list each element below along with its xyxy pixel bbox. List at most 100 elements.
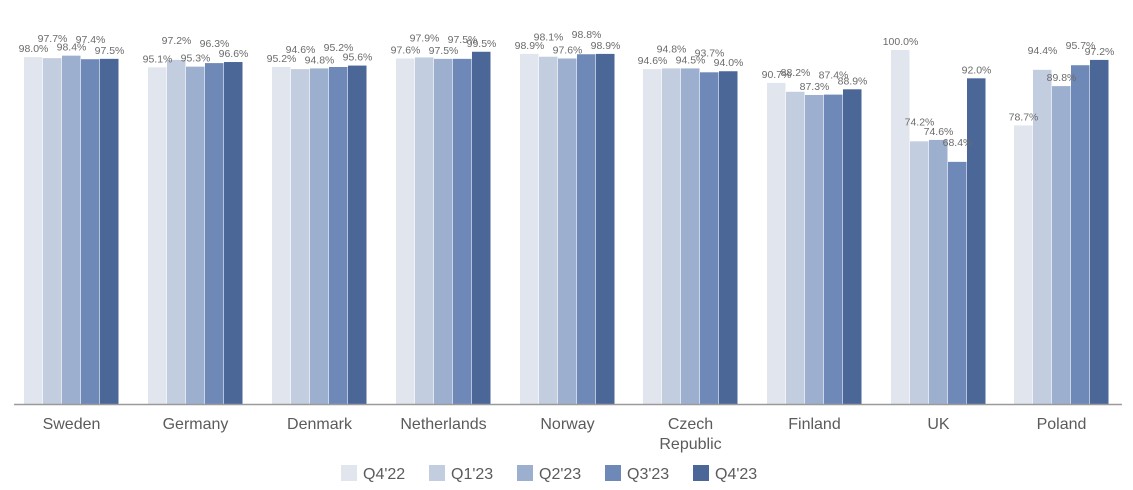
bar bbox=[167, 59, 186, 405]
bar bbox=[824, 94, 843, 404]
data-label: 97.5% bbox=[95, 45, 125, 57]
bar bbox=[1071, 65, 1090, 405]
bar bbox=[43, 58, 62, 404]
data-label: 93.7% bbox=[695, 47, 725, 59]
bar bbox=[24, 57, 43, 405]
bar bbox=[62, 55, 81, 404]
bar bbox=[291, 69, 310, 404]
category-label: Denmark bbox=[287, 416, 353, 433]
data-label: 94.6% bbox=[638, 55, 668, 67]
data-labels-layer: 98.0%97.7%98.4%97.4%97.5%95.1%97.2%95.3%… bbox=[19, 29, 1115, 149]
bar bbox=[415, 57, 434, 405]
data-label: 98.1% bbox=[534, 32, 564, 44]
bar bbox=[1052, 86, 1071, 404]
bar bbox=[148, 67, 167, 404]
data-label: 74.2% bbox=[905, 116, 935, 128]
data-label: 98.9% bbox=[591, 40, 621, 52]
category-label: UK bbox=[927, 416, 950, 433]
data-label: 95.3% bbox=[181, 53, 211, 65]
bar bbox=[186, 66, 205, 404]
data-label: 89.8% bbox=[1047, 72, 1077, 84]
data-label: 100.0% bbox=[883, 36, 919, 48]
bar bbox=[100, 58, 119, 404]
data-label: 95.2% bbox=[267, 53, 297, 65]
data-label: 92.0% bbox=[962, 64, 992, 76]
legend-label: Q3'23 bbox=[627, 466, 669, 483]
bar bbox=[520, 53, 539, 404]
data-label: 94.5% bbox=[676, 54, 706, 66]
data-label: 97.5% bbox=[429, 45, 459, 57]
data-label: 97.9% bbox=[410, 32, 440, 44]
bar bbox=[843, 89, 862, 404]
data-label: 98.9% bbox=[515, 40, 545, 52]
bar bbox=[805, 94, 824, 404]
bar bbox=[272, 66, 291, 404]
data-label: 94.8% bbox=[657, 43, 687, 55]
category-label: Germany bbox=[163, 416, 229, 433]
category-label: Poland bbox=[1037, 416, 1087, 433]
category-label: Sweden bbox=[43, 416, 101, 433]
data-label: 98.0% bbox=[19, 43, 49, 55]
data-label: 94.4% bbox=[1028, 45, 1058, 57]
data-label: 94.0% bbox=[714, 57, 744, 69]
data-label: 95.6% bbox=[343, 52, 373, 64]
data-label: 88.2% bbox=[781, 67, 811, 79]
category-label: Czech bbox=[668, 416, 713, 433]
data-label: 74.6% bbox=[924, 126, 954, 138]
bar bbox=[348, 65, 367, 405]
bar bbox=[577, 54, 596, 405]
data-label: 98.8% bbox=[572, 29, 602, 41]
data-label: 68.4% bbox=[943, 137, 973, 149]
data-label: 96.3% bbox=[200, 38, 230, 50]
bar bbox=[948, 161, 967, 404]
bar bbox=[453, 58, 472, 404]
data-label: 97.6% bbox=[553, 44, 583, 56]
data-label: 97.5% bbox=[448, 34, 478, 46]
legend-label: Q4'22 bbox=[363, 466, 405, 483]
category-label: Finland bbox=[788, 416, 840, 433]
bar bbox=[472, 51, 491, 405]
category-label: Norway bbox=[540, 416, 594, 433]
data-label: 99.5% bbox=[467, 38, 497, 50]
bar bbox=[81, 59, 100, 404]
data-label: 97.2% bbox=[1085, 46, 1115, 58]
bar bbox=[396, 58, 415, 404]
data-label: 95.2% bbox=[324, 42, 354, 54]
legend-label: Q4'23 bbox=[715, 466, 757, 483]
bar bbox=[767, 82, 786, 404]
data-label: 96.6% bbox=[219, 48, 249, 60]
bar bbox=[434, 58, 453, 404]
data-label: 78.7% bbox=[1009, 111, 1039, 123]
bar bbox=[205, 63, 224, 405]
bar bbox=[662, 68, 681, 405]
category-label: Republic bbox=[659, 436, 721, 453]
bar bbox=[681, 68, 700, 405]
data-label: 94.6% bbox=[286, 44, 316, 56]
bar bbox=[310, 68, 329, 405]
bar bbox=[700, 72, 719, 404]
bar bbox=[558, 58, 577, 404]
bar bbox=[643, 69, 662, 404]
bar bbox=[539, 56, 558, 404]
data-label: 97.6% bbox=[391, 44, 421, 56]
data-label: 95.7% bbox=[1066, 40, 1096, 52]
bar bbox=[891, 50, 910, 404]
data-label: 87.4% bbox=[819, 70, 849, 82]
legend-label: Q2'23 bbox=[539, 466, 581, 483]
legend: Q4'22 Q1'23 Q2'23 Q3'23 Q4'23 bbox=[341, 465, 757, 483]
bars-layer bbox=[24, 50, 1109, 405]
data-label: 95.1% bbox=[143, 53, 173, 65]
legend-swatch bbox=[517, 465, 533, 481]
data-label: 98.4% bbox=[57, 42, 87, 54]
bar bbox=[1014, 125, 1033, 404]
bar bbox=[329, 66, 348, 404]
legend-swatch bbox=[341, 465, 357, 481]
data-label: 94.8% bbox=[305, 54, 335, 66]
bar bbox=[910, 141, 929, 404]
data-label: 97.7% bbox=[38, 33, 68, 45]
legend-swatch bbox=[605, 465, 621, 481]
category-labels-layer: Sweden Germany Denmark Netherlands Norway Cze… bbox=[43, 416, 1087, 453]
data-label: 87.3% bbox=[800, 81, 830, 93]
legend-swatch bbox=[429, 465, 445, 481]
